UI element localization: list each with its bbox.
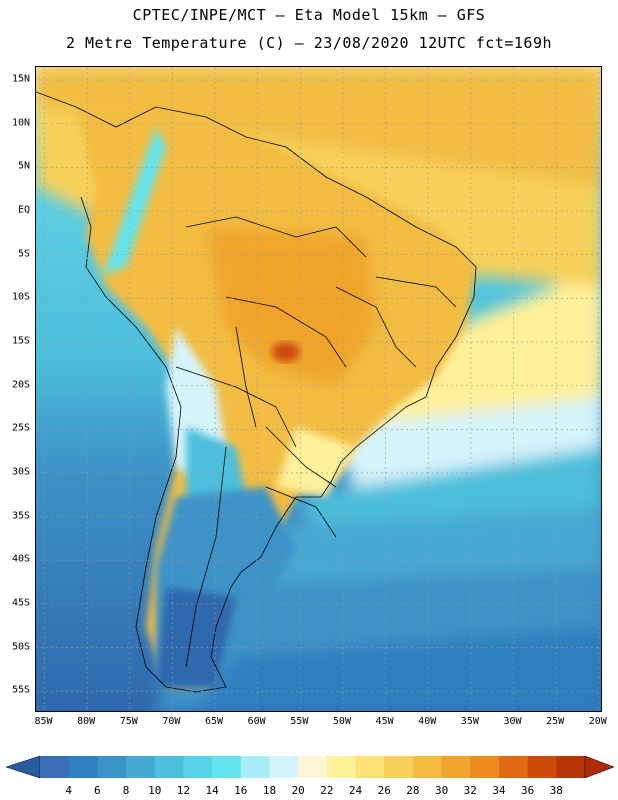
longitude-label: 70W <box>162 716 181 727</box>
colorbar-swatch <box>212 756 242 778</box>
colorbar-swatch <box>68 756 98 778</box>
colorbar-swatch <box>326 756 357 778</box>
colorbar-swatch <box>298 756 328 778</box>
temperature-map <box>35 66 602 712</box>
colorbar-label: 34 <box>492 784 506 797</box>
longitude-label: 30W <box>503 716 522 727</box>
longitude-label: 20W <box>588 716 607 727</box>
latitude-label: 50S <box>11 641 30 653</box>
latitude-label: 10S <box>11 291 30 303</box>
longitude-label: 60W <box>247 716 266 727</box>
latitude-label: 35S <box>11 510 30 522</box>
latitude-label: 15N <box>11 73 30 85</box>
colorbar-label: 22 <box>320 784 334 797</box>
colorbar-label: 20 <box>291 784 305 797</box>
colorbar-swatch <box>126 756 156 778</box>
longitude-label: 65W <box>205 716 224 727</box>
longitude-label: 35W <box>460 716 479 727</box>
longitude-label: 40W <box>418 716 437 727</box>
colorbar-label: 36 <box>521 784 535 797</box>
colorbar-swatch <box>97 756 127 778</box>
colorbar-label: 4 <box>65 784 72 797</box>
latitude-label: 5S <box>17 248 30 260</box>
colorbar-label: 12 <box>176 784 191 797</box>
colorbar-swatch <box>527 756 557 778</box>
colorbar-label: 32 <box>463 784 477 797</box>
longitude-label: 25W <box>546 716 565 727</box>
colorbar-swatch <box>240 756 270 778</box>
colorbar-label: 28 <box>406 784 420 797</box>
colorbar-over-arrow <box>584 755 615 779</box>
colorbar-label: 30 <box>434 784 449 797</box>
latitude-label: EQ <box>17 204 30 216</box>
latitude-label: 15S <box>11 335 30 347</box>
latitude-label: 30S <box>11 466 30 478</box>
colorbar-swatch <box>498 756 529 778</box>
longitude-label: 55W <box>290 716 309 727</box>
colorbar-swatch <box>154 756 184 778</box>
colorbar-swatch <box>470 756 500 778</box>
latitude-label: 25S <box>11 422 30 434</box>
longitude-label: 75W <box>119 716 138 727</box>
latitude-label: 55S <box>11 684 30 696</box>
colorbar-swatch <box>384 756 414 778</box>
map-title-line-1: CPTEC/INPE/MCT – Eta Model 15km – GFS <box>132 6 486 24</box>
colorbar-under-arrow <box>5 755 41 779</box>
longitude-label: 80W <box>77 716 96 727</box>
latitude-label: 5N <box>17 160 30 172</box>
latitude-label: 45S <box>11 597 30 609</box>
colorbar-swatch <box>412 756 443 778</box>
colorbar-label: 26 <box>377 784 391 797</box>
colorbar-label: 38 <box>549 784 563 797</box>
colorbar-swatch <box>355 756 385 778</box>
latitude-label: 20S <box>11 379 30 391</box>
longitude-label: 50W <box>332 716 351 727</box>
colorbar-label: 10 <box>148 784 162 797</box>
temperature-map-canvas <box>36 67 601 711</box>
longitude-label: 45W <box>375 716 394 727</box>
colorbar-swatch <box>441 756 471 778</box>
latitude-label: 10N <box>11 117 30 129</box>
colorbar-label: 6 <box>94 784 101 797</box>
colorbar-label: 18 <box>262 784 277 797</box>
colorbar-swatch <box>556 756 586 778</box>
colorbar-label: 16 <box>234 784 248 797</box>
latitude-label: 40S <box>11 553 30 565</box>
colorbar-label: 8 <box>122 784 130 797</box>
colorbar <box>5 755 615 779</box>
map-title-line-2: 2 Metre Temperature (C) – 23/08/2020 12U… <box>65 34 553 52</box>
colorbar-swatch <box>269 756 299 778</box>
colorbar-swatch <box>183 756 213 778</box>
colorbar-label: 14 <box>205 784 219 797</box>
continent-field <box>76 107 476 687</box>
longitude-label: 85W <box>34 716 53 727</box>
colorbar-label: 24 <box>348 784 363 797</box>
colorbar-swatch <box>40 756 70 778</box>
